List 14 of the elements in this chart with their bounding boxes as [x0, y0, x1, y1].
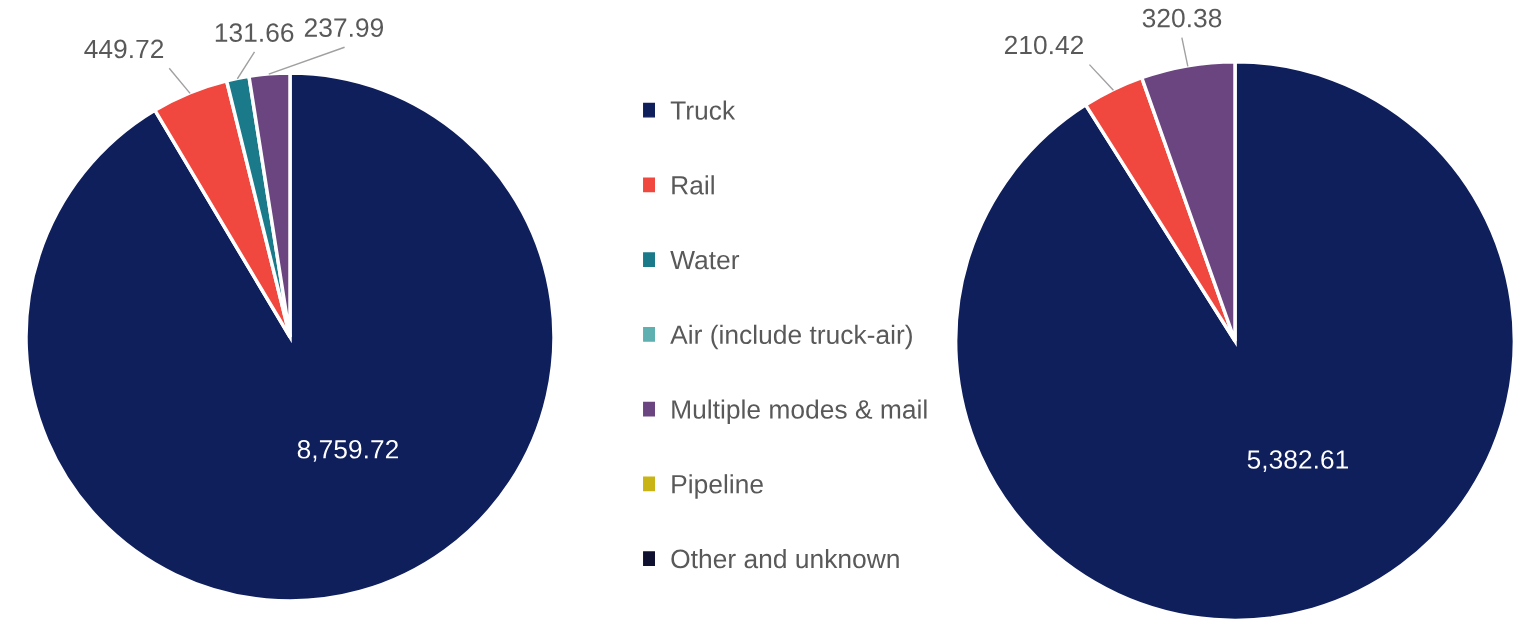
legend-label: Pipeline: [672, 474, 763, 499]
legend-label: Rail: [672, 175, 714, 195]
data-label: 237.99: [304, 18, 384, 37]
data-label: 210.42: [1004, 35, 1083, 55]
legend-label: Water: [670, 250, 740, 270]
data-label: 5,382.61: [1247, 450, 1348, 472]
data-label: 131.66: [215, 23, 294, 42]
legend-label: Multiple modes & mail: [672, 399, 927, 425]
legend-label: Other and unknown: [671, 548, 899, 569]
data-label: 8,759.72: [297, 439, 398, 462]
legend-label: Air (include truck-air): [670, 324, 912, 350]
legend-label: Truck: [670, 100, 736, 120]
data-label: 320.38: [1142, 8, 1222, 28]
data-label: 449.72: [84, 39, 164, 59]
